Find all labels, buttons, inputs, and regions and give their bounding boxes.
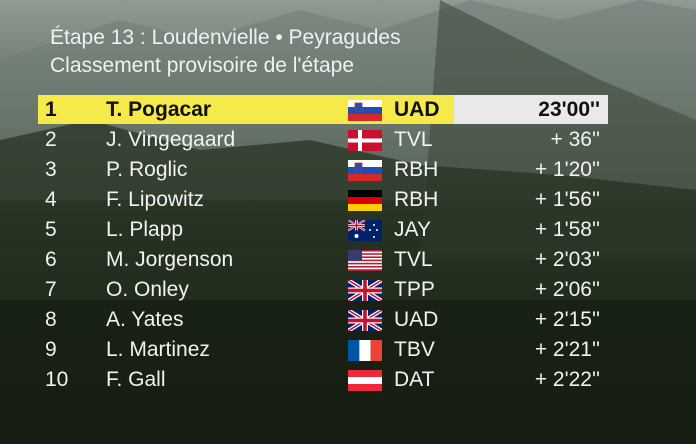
team-code: TVL: [394, 248, 433, 271]
slovenia-flag-icon: [348, 160, 382, 181]
rider-name: J. Vingegaard: [106, 128, 236, 151]
rider-name: A. Yates: [106, 308, 184, 331]
standings-row: 7 O. Onley TPP + 2'06'': [0, 275, 696, 305]
stage-title: Étape 13 : Loudenvielle • Peyragudes: [50, 26, 401, 49]
denmark-flag-icon: [348, 130, 382, 151]
rider-name: L. Martinez: [106, 338, 210, 361]
standings-row: 10 F. Gall DAT + 2'22'': [0, 365, 696, 395]
standings-row: 3 P. Roglic RBH + 1'20'': [0, 155, 696, 185]
standings-row: 5 L. Plapp JAY + 1'58'': [0, 215, 696, 245]
australia-flag-icon: [348, 220, 382, 241]
standings-row: 8 A. Yates UAD + 2'15'': [0, 305, 696, 335]
germany-flag-icon: [348, 190, 382, 211]
team-code: UAD: [394, 98, 440, 121]
rider-name: P. Roglic: [106, 158, 188, 181]
standings-row: 4 F. Lipowitz RBH + 1'56'': [0, 185, 696, 215]
team-code: RBH: [394, 158, 439, 181]
rank: 2: [45, 128, 57, 151]
usa-flag-icon: [348, 250, 382, 271]
time-gap: + 2'22'': [534, 368, 600, 391]
time-gap: + 2'03'': [534, 248, 600, 271]
standings-row: 2 J. Vingegaard TVL + 36'': [0, 125, 696, 155]
france-flag-icon: [348, 340, 382, 361]
leader-time-highlight: [454, 95, 608, 124]
standings-row: 6 M. Jorgenson TVL + 2'03'': [0, 245, 696, 275]
rank: 4: [45, 188, 57, 211]
time-gap: + 2'06'': [534, 278, 600, 301]
team-code: TBV: [394, 338, 435, 361]
time-gap: + 1'58'': [534, 218, 600, 241]
time-gap: + 36'': [550, 128, 600, 151]
title-block: Étape 13 : Loudenvielle • Peyragudes Cla…: [50, 24, 401, 80]
rider-name: T. Pogacar: [106, 98, 212, 121]
rank: 7: [45, 278, 57, 301]
team-code: TPP: [394, 278, 435, 301]
rank: 1: [45, 98, 57, 121]
team-code: DAT: [394, 368, 435, 391]
time-gap: 23'00'': [538, 98, 600, 121]
rider-name: F. Gall: [106, 368, 166, 391]
rider-name: O. Onley: [106, 278, 189, 301]
standings-row: 1 T. Pogacar UAD 23'00'': [0, 95, 696, 125]
rank: 6: [45, 248, 57, 271]
rank: 8: [45, 308, 57, 331]
leader-highlight: [38, 95, 454, 124]
team-code: UAD: [394, 308, 439, 331]
austria-flag-icon: [348, 370, 382, 391]
team-code: JAY: [394, 218, 431, 241]
standings-row: 9 L. Martinez TBV + 2'21'': [0, 335, 696, 365]
rank: 5: [45, 218, 57, 241]
united-kingdom-flag-icon: [348, 310, 382, 331]
team-code: TVL: [394, 128, 433, 151]
stage-subtitle: Classement provisoire de l'étape: [50, 54, 354, 77]
rider-name: M. Jorgenson: [106, 248, 234, 271]
slovenia-flag-icon: [348, 100, 382, 121]
time-gap: + 2'21'': [534, 338, 600, 361]
rank: 9: [45, 338, 57, 361]
time-gap: + 2'15'': [534, 308, 600, 331]
rank: 10: [45, 368, 69, 391]
rider-name: L. Plapp: [106, 218, 184, 241]
rank: 3: [45, 158, 57, 181]
rider-name: F. Lipowitz: [106, 188, 205, 211]
time-gap: + 1'20'': [534, 158, 600, 181]
time-gap: + 1'56'': [534, 188, 600, 211]
united-kingdom-flag-icon: [348, 280, 382, 301]
team-code: RBH: [394, 188, 439, 211]
